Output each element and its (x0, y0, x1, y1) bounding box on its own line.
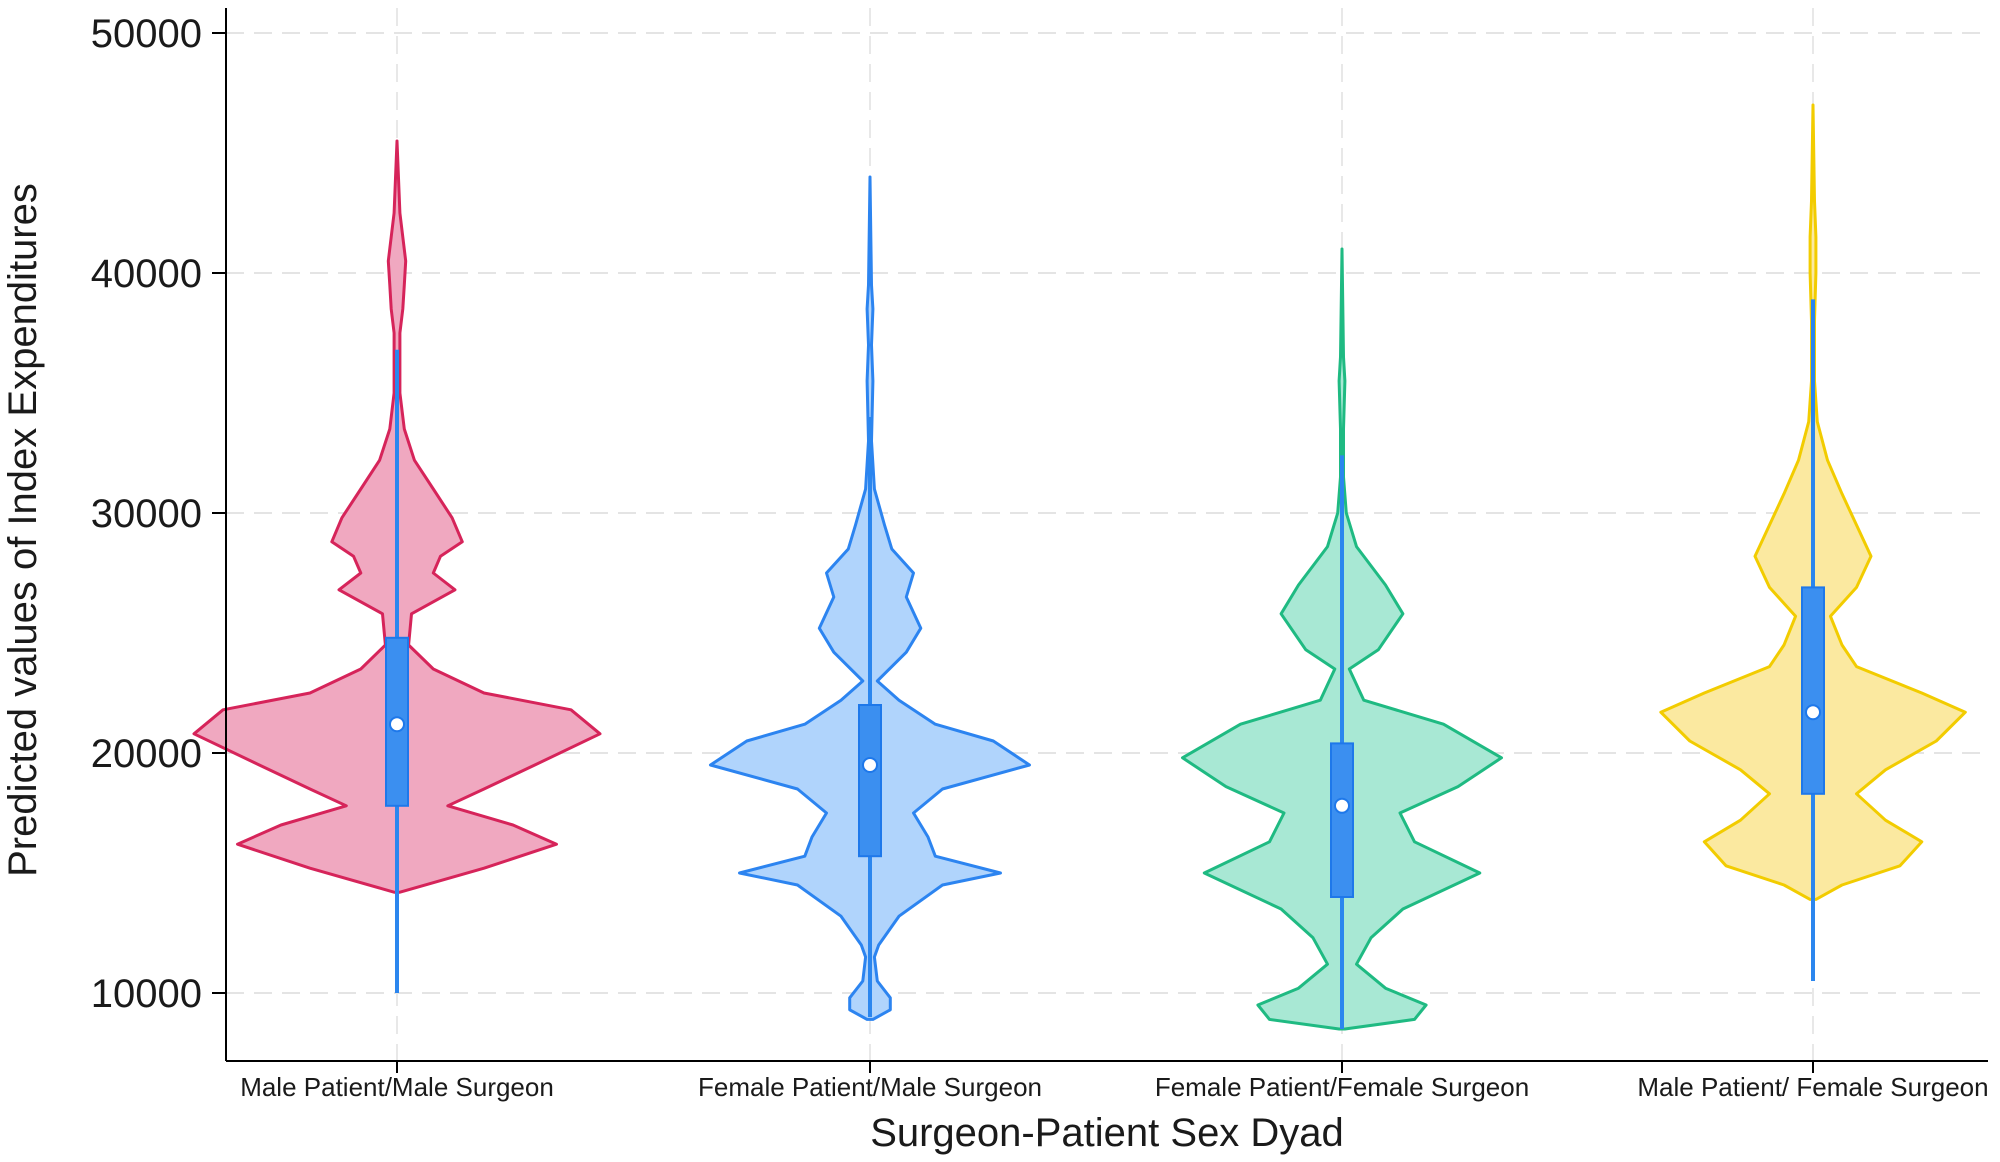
y-axis-title: Predicted values of Index Expenditures (1, 183, 45, 877)
y-tick-label: 50000 (91, 12, 202, 56)
median-marker (1805, 704, 1821, 721)
violins (192, 103, 1967, 1031)
y-tick-label: 20000 (91, 732, 202, 776)
median-marker (1334, 797, 1350, 814)
iqr-box (1801, 586, 1825, 795)
x-axis-title: Surgeon-Patient Sex Dyad (870, 1111, 1344, 1155)
y-tick-label: 10000 (91, 972, 202, 1016)
x-tick-label: Male Patient/Male Surgeon (240, 1072, 554, 1102)
x-tick-label: Female Patient/Female Surgeon (1155, 1072, 1529, 1102)
iqr-box (858, 704, 882, 858)
axes (225, 8, 1988, 1062)
y-tick-label: 30000 (91, 492, 202, 536)
violin-group (709, 175, 1031, 1021)
median-marker (389, 716, 405, 733)
violin-group (192, 139, 602, 993)
violin-group (1659, 103, 1967, 981)
x-tick-label: Female Patient/Male Surgeon (698, 1072, 1042, 1102)
median-marker (862, 757, 878, 773)
violin-group (1181, 247, 1503, 1031)
y-tick-label: 40000 (91, 252, 202, 296)
x-tick-label: Male Patient/ Female Surgeon (1637, 1072, 1988, 1102)
x-ticks: Male Patient/Male Surgeon Female Patient/… (240, 1061, 1989, 1102)
iqr-box (1330, 742, 1354, 899)
y-ticks: 10000 20000 30000 40000 50000 (91, 12, 226, 1016)
grid-lines (226, 8, 1988, 1061)
